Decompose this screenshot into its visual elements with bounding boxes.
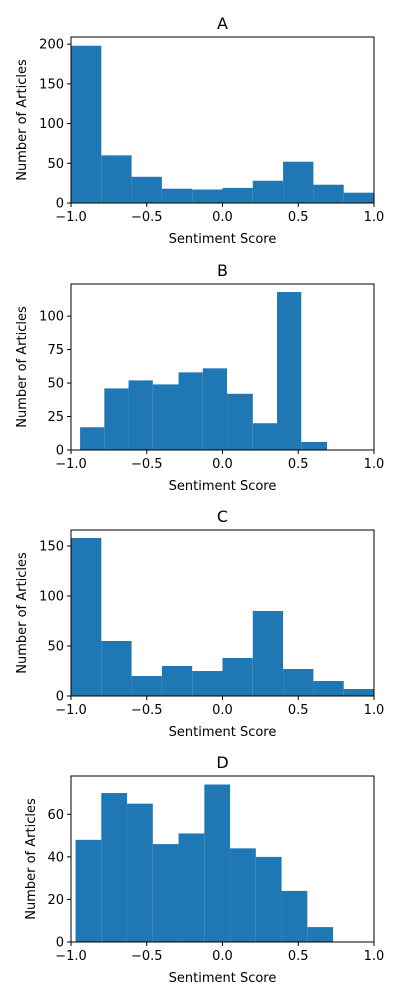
histogram-bar xyxy=(75,839,102,942)
x-tick-label: 0.0 xyxy=(212,457,233,472)
y-axis-label: Number of Articles xyxy=(15,59,30,181)
x-axis-label: Sentiment Score xyxy=(169,725,277,740)
subplot-a: A −1.0 −0.5 0.0 0.5 1.0 0 50 100 150 200 Sentiment … xyxy=(15,14,384,247)
x-tick-label: −1.0 xyxy=(55,210,87,225)
histogram-bar xyxy=(343,689,374,696)
histogram-bar xyxy=(222,658,253,696)
x-tick-label: 1.0 xyxy=(364,457,385,472)
y-tick-label: 60 xyxy=(47,808,64,823)
y-tick-label: 50 xyxy=(47,640,64,655)
histogram-bar xyxy=(178,833,205,942)
histogram-bar xyxy=(192,189,223,203)
subplot-c: C −1.0 −0.5 0.0 0.5 1.0 0 50 100 150 Sentiment Sco… xyxy=(15,507,384,740)
y-tick-label: 100 xyxy=(39,590,64,605)
histogram-bar xyxy=(301,441,328,450)
x-tick-label: 0.5 xyxy=(288,949,309,964)
y-tick-label: 0 xyxy=(56,936,64,951)
y-axis-label: Number of Articles xyxy=(24,798,39,920)
histogram-bar xyxy=(202,368,228,450)
histogram-bar xyxy=(281,890,308,942)
histogram-bar xyxy=(192,671,223,696)
histogram-bar xyxy=(127,803,153,942)
x-tick-label: 1.0 xyxy=(364,210,385,225)
x-axis-label: Sentiment Score xyxy=(169,232,277,247)
histogram-bar xyxy=(230,848,256,942)
histogram-bar xyxy=(131,176,162,203)
y-tick-label: 25 xyxy=(47,410,64,425)
histogram-bar xyxy=(178,372,203,450)
histogram-bar xyxy=(161,666,193,696)
x-axis-label: Sentiment Score xyxy=(169,971,277,986)
histogram-bar xyxy=(313,681,344,696)
histogram-bar xyxy=(283,669,314,696)
y-tick-label: 75 xyxy=(47,343,64,358)
x-tick-label: 0.5 xyxy=(288,210,309,225)
histogram-bar xyxy=(80,427,105,450)
histogram-bar xyxy=(152,844,179,942)
histogram-bar xyxy=(101,641,132,696)
y-tick-label: 20 xyxy=(47,893,64,908)
x-tick-label: −0.5 xyxy=(131,703,163,718)
y-tick-label: 0 xyxy=(56,197,64,212)
y-tick-label: 50 xyxy=(47,377,64,392)
subplot-b: B −1.0 −0.5 0.0 0.5 1.0 0 25 50 75 100 Sentiment Sc… xyxy=(15,261,384,494)
histogram-bar xyxy=(227,393,253,450)
histogram-bar xyxy=(204,784,231,942)
histogram-bar xyxy=(277,292,302,450)
histogram-bar xyxy=(252,423,278,450)
histogram-bar xyxy=(128,380,153,450)
subplot-d: D −1.0 −0.5 0.0 0.5 1.0 0 20 40 60 Sentiment Score… xyxy=(24,753,384,986)
y-tick-label: 100 xyxy=(39,310,64,325)
histogram-bar xyxy=(313,184,344,203)
x-tick-label: 1.0 xyxy=(364,703,385,718)
y-tick-label: 150 xyxy=(39,77,64,92)
histogram-bar xyxy=(307,927,334,942)
y-tick-label: 0 xyxy=(56,444,64,459)
histogram-bar xyxy=(71,45,102,203)
subplot-title: A xyxy=(217,14,228,33)
y-tick-label: 50 xyxy=(47,157,64,172)
x-tick-label: 0.0 xyxy=(212,949,233,964)
x-tick-label: 1.0 xyxy=(364,949,385,964)
histogram-bar xyxy=(104,388,129,450)
histogram-bar xyxy=(161,188,193,203)
histogram-bar xyxy=(255,856,282,942)
x-tick-label: −0.5 xyxy=(131,210,163,225)
histogram-bar xyxy=(252,180,284,203)
x-tick-label: −1.0 xyxy=(55,949,87,964)
histogram-bar xyxy=(71,538,102,696)
histogram-bar xyxy=(152,384,179,450)
x-tick-label: −1.0 xyxy=(55,703,87,718)
x-tick-label: −0.5 xyxy=(131,457,163,472)
histogram-bar xyxy=(101,793,128,942)
y-tick-label: 0 xyxy=(56,690,64,705)
x-axis-label: Sentiment Score xyxy=(169,479,277,494)
subplot-title: C xyxy=(217,507,228,526)
x-tick-label: −0.5 xyxy=(131,949,163,964)
histogram-bar xyxy=(343,192,374,203)
histogram-bar xyxy=(283,161,314,203)
x-tick-label: 0.0 xyxy=(212,703,233,718)
y-tick-label: 40 xyxy=(47,850,64,865)
x-tick-label: 0.5 xyxy=(288,457,309,472)
subplot-title: D xyxy=(216,753,228,772)
histogram-bar xyxy=(131,676,162,696)
y-tick-label: 150 xyxy=(39,540,64,555)
histogram-bar xyxy=(222,187,253,203)
x-tick-label: 0.5 xyxy=(288,703,309,718)
y-tick-label: 100 xyxy=(39,117,64,132)
histogram-bar xyxy=(101,155,132,203)
y-axis-label: Number of Articles xyxy=(15,552,30,674)
x-tick-label: 0.0 xyxy=(212,210,233,225)
y-tick-label: 200 xyxy=(39,38,64,53)
histogram-bar xyxy=(252,611,284,696)
x-tick-label: −1.0 xyxy=(55,457,87,472)
subplot-title: B xyxy=(217,261,228,280)
y-axis-label: Number of Articles xyxy=(15,306,30,428)
